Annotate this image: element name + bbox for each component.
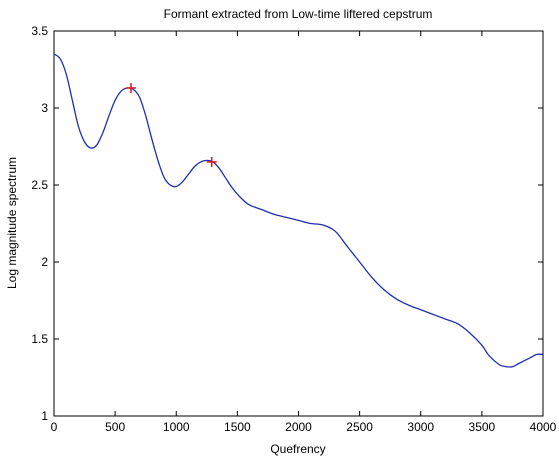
x-tick-label: 2000 bbox=[285, 420, 312, 434]
series-line bbox=[53, 53, 544, 368]
x-tick-label: 1500 bbox=[224, 420, 251, 434]
formant-peak-marker bbox=[206, 156, 217, 167]
y-tick-label: 3 bbox=[41, 101, 48, 115]
x-tick-label: 1000 bbox=[163, 420, 190, 434]
formant-peak-marker bbox=[126, 82, 137, 93]
x-tick-label: 4000 bbox=[530, 420, 557, 434]
plot-area bbox=[53, 30, 544, 417]
y-axis-label: Log magnitude spectrum bbox=[5, 157, 19, 289]
x-axis-label: Quefrency bbox=[270, 442, 325, 456]
x-tick-label: 3000 bbox=[407, 420, 434, 434]
y-axis: 1 1.5 2 2.5 3 3.5 bbox=[31, 24, 543, 423]
y-tick-label: 1 bbox=[41, 409, 48, 423]
y-tick-label: 3.5 bbox=[31, 24, 48, 38]
x-tick-label: 2500 bbox=[346, 420, 373, 434]
x-tick-label: 500 bbox=[105, 420, 125, 434]
x-tick-label: 3500 bbox=[469, 420, 496, 434]
x-tick-label: 0 bbox=[51, 420, 58, 434]
series-layer bbox=[53, 53, 544, 368]
y-tick-label: 2.5 bbox=[31, 178, 48, 192]
chart-title: Formant extracted from Low-time liftered… bbox=[164, 7, 433, 21]
y-tick-label: 1.5 bbox=[31, 332, 48, 346]
y-tick-label: 2 bbox=[41, 255, 48, 269]
x-axis: 0 500 1000 1500 2000 2500 3000 3500 4000 bbox=[51, 31, 557, 434]
formant-markers bbox=[126, 82, 217, 167]
